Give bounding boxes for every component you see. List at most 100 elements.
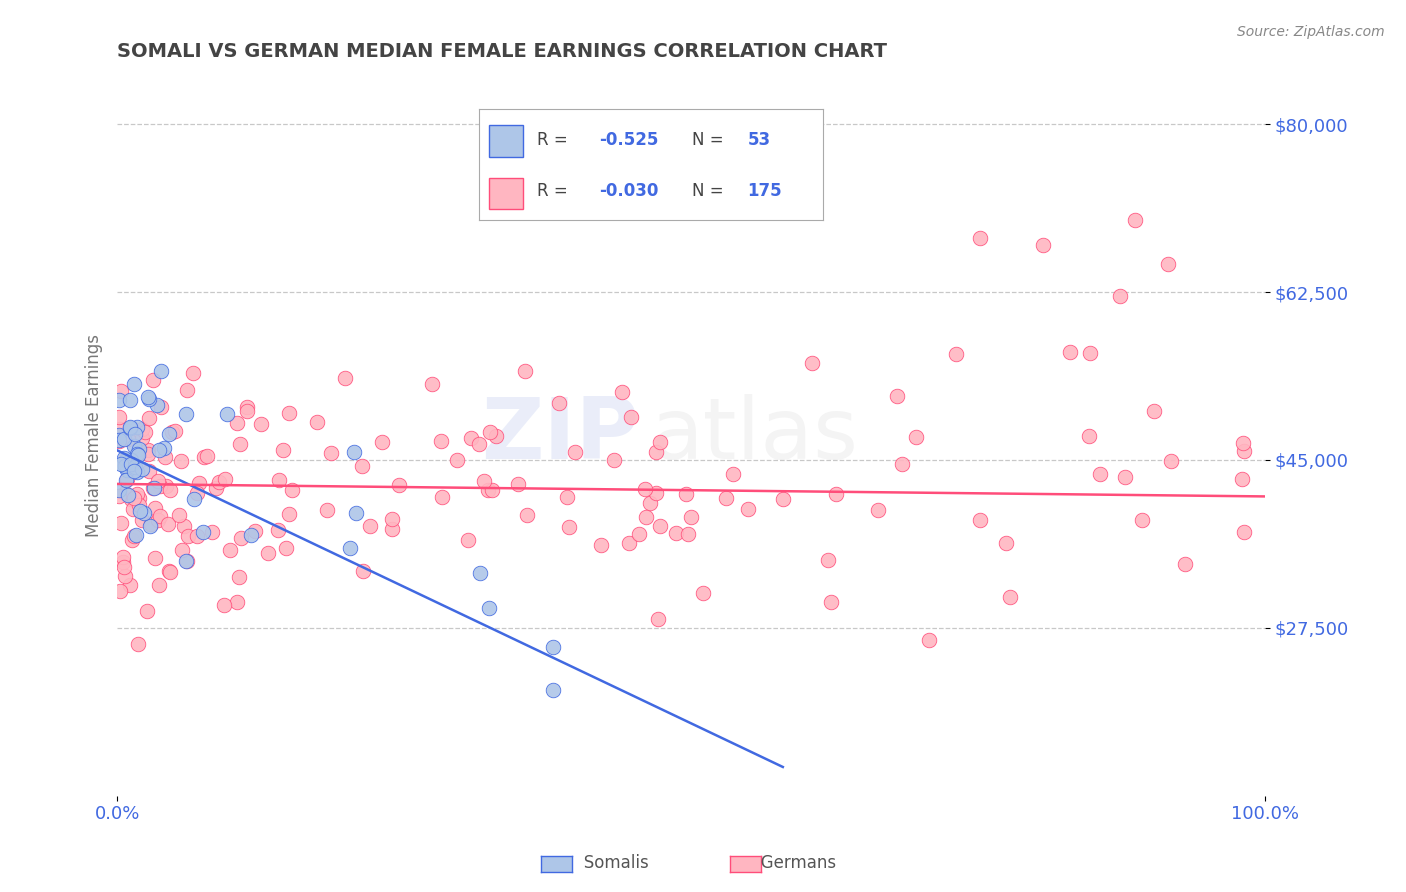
Point [108,434,131,448]
Point [1143,404,1166,418]
Point [381,512,404,526]
Point [155,479,177,493]
Point [159,483,181,498]
Point [484,429,506,443]
Point [305,415,328,429]
Point [117,432,139,446]
Point [136,604,159,618]
Point [118,578,141,592]
Point [945,347,967,361]
Point [173,518,195,533]
Point [918,632,941,647]
Point [644,445,666,459]
Point [156,516,179,531]
Point [134,425,156,439]
Point [737,502,759,516]
Point [1232,436,1254,450]
Point [149,479,172,493]
Point [513,364,536,378]
Point [676,526,699,541]
Point [177,529,200,543]
Point [214,599,236,613]
Point [153,442,176,456]
Text: atlas: atlas [651,394,859,477]
Point [128,491,150,505]
Point [245,524,267,538]
Point [174,554,197,568]
Point [121,458,143,473]
Point [381,522,404,536]
Point [868,503,890,517]
Point [176,383,198,397]
Point [446,453,468,467]
Point [636,510,658,524]
Point [136,442,159,457]
Point [131,422,153,436]
Point [1157,257,1180,271]
Point [225,595,247,609]
Point [128,442,150,457]
Point [112,432,135,446]
Point [714,491,737,505]
Point [886,389,908,403]
Point [723,467,745,482]
Point [638,495,661,509]
Point [157,426,180,441]
Point [1077,429,1099,443]
Point [112,450,135,465]
Point [352,564,374,578]
Point [143,482,166,496]
Point [146,513,169,527]
Point [478,601,501,615]
Point [150,401,173,415]
Point [219,543,242,558]
Point [186,486,208,500]
Point [226,417,249,431]
Point [249,417,271,431]
Point [136,390,159,404]
Point [969,231,991,245]
Point [143,550,166,565]
Point [477,483,499,497]
Point [274,541,297,556]
Point [555,491,578,505]
Point [174,408,197,422]
Point [183,491,205,506]
Point [278,406,301,420]
Point [1232,444,1254,458]
Point [124,528,146,542]
Point [229,436,252,450]
Point [890,457,912,471]
Point [339,541,361,556]
Point [543,683,565,698]
Text: Source: ZipAtlas.com: Source: ZipAtlas.com [1237,25,1385,39]
Point [468,566,491,580]
Point [122,502,145,516]
Point [460,431,482,445]
Point [159,565,181,579]
Point [1174,557,1197,571]
Point [124,460,146,475]
Point [994,536,1017,550]
Point [124,464,146,478]
Point [610,384,633,399]
Point [142,482,165,496]
Point [508,477,530,491]
Point [118,392,141,407]
Point [257,546,280,560]
Point [316,503,339,517]
Point [114,452,136,467]
Point [120,492,142,507]
Point [125,528,148,542]
Point [131,431,153,445]
Point [131,462,153,476]
Point [110,458,132,472]
Point [120,453,142,467]
Point [281,483,304,497]
Point [998,590,1021,604]
Point [115,473,138,487]
Point [125,419,148,434]
Point [129,504,152,518]
Point [193,524,215,539]
Point [108,434,131,449]
